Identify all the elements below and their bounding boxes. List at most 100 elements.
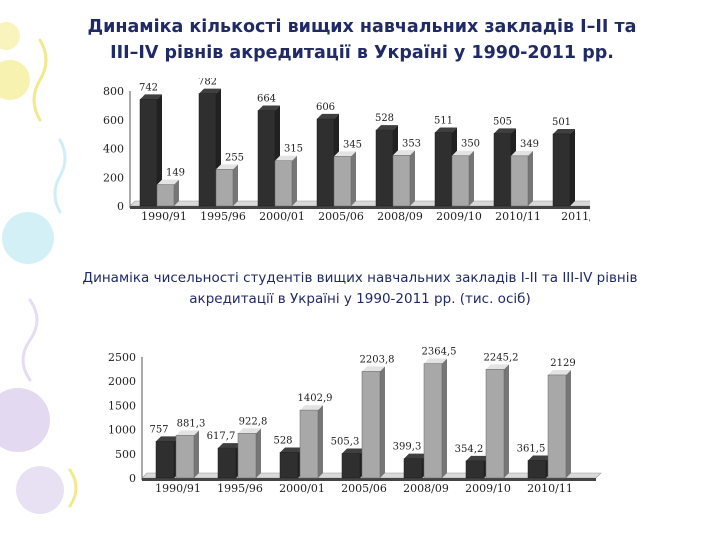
- x-tick-label: 2009/10: [436, 210, 482, 223]
- x-tick-label: 2000/01: [279, 482, 325, 495]
- bar-top-s2-6: [548, 369, 571, 375]
- bar-s1-1: [217, 447, 237, 479]
- x-tick-label: 1990/91: [141, 210, 187, 223]
- bar-top-s2-1: [216, 164, 238, 170]
- bar-top-s1-1: [218, 443, 241, 449]
- x-tick-label: 1990/91: [155, 482, 201, 495]
- x-tick-label: 1995/96: [217, 482, 263, 495]
- bar-side-s2-2: [292, 155, 297, 206]
- y-tick-label: 500: [115, 448, 136, 461]
- bar-s1-3: [316, 118, 335, 207]
- bar-side-s2-1: [256, 428, 261, 478]
- bar-side-s2-4: [410, 150, 415, 206]
- data-label-s2-2: 315: [284, 144, 303, 155]
- data-label-s2-2: 1402,9: [298, 393, 333, 404]
- slide-title-line-2: ІІІ–IV рівнів акредитації в Україні у 19…: [110, 43, 614, 63]
- x-tick-label: 2005/06: [318, 210, 364, 223]
- bar-top-s2-5: [486, 364, 509, 370]
- bar-top-s1-0: [156, 436, 179, 442]
- bar-top-s2-3: [334, 151, 356, 157]
- y-tick-label: 600: [103, 114, 124, 127]
- bar-top-s1-4: [404, 453, 427, 459]
- bar-s1-3: [341, 453, 361, 479]
- data-label-s2-5: 2245,2: [484, 352, 519, 363]
- bar-side-s2-1: [233, 164, 238, 206]
- data-label-s2-1: 255: [225, 152, 244, 163]
- bar-s2-0: [156, 184, 175, 207]
- data-label-s1-6: 361,5: [517, 444, 546, 455]
- bar-s1-2: [279, 452, 299, 479]
- data-label-s2-0: 149: [166, 168, 185, 179]
- bar-top-s1-5: [435, 127, 457, 133]
- bar-s2-1: [237, 433, 257, 479]
- data-label-s2-6: 349: [520, 139, 539, 150]
- bar-top-s2-4: [424, 358, 447, 364]
- y-tick-label: 800: [103, 85, 124, 98]
- bar-s2-4: [423, 363, 443, 479]
- x-tick-label: 1995/96: [200, 210, 246, 223]
- bar-s1-6: [527, 460, 547, 479]
- data-label-s2-3: 345: [343, 139, 362, 150]
- x-tick-label: 2008/09: [377, 210, 423, 223]
- data-label-s2-3: 2203,8: [360, 354, 395, 365]
- data-label-s1-3: 606: [316, 102, 335, 113]
- x-tick-label: 2000/01: [259, 210, 305, 223]
- bar-s1-2: [257, 110, 276, 207]
- bar-top-s1-2: [258, 105, 280, 111]
- bar-top-s1-1: [199, 88, 221, 94]
- bar-s2-6: [510, 155, 529, 207]
- data-label-s1-0: 757: [149, 424, 168, 435]
- data-label-s2-6: 2129: [550, 358, 575, 369]
- y-tick-label: 1500: [108, 399, 136, 412]
- students-chart-title: Динаміка чисельності студентів вищих нав…: [82, 270, 638, 307]
- bar-s1-4: [375, 129, 394, 207]
- x-tick-label: 2005/06: [341, 482, 387, 495]
- bar-side-s2-5: [504, 364, 509, 478]
- x-tick-label: 2008/09: [403, 482, 449, 495]
- institutions-bar-chart: 0 200 400 600 800 742 149 1990/91 782 255 1995/96 6…: [103, 78, 590, 223]
- bar-side-s1-0: [157, 94, 162, 206]
- bar-s1-7: [552, 133, 571, 207]
- bar-top-s1-4: [376, 125, 398, 131]
- data-label-s1-1: 617,7: [207, 431, 236, 442]
- data-label-s1-6: 505: [493, 116, 512, 127]
- data-label-s2-5: 350: [461, 139, 480, 150]
- bar-s2-1: [215, 169, 234, 207]
- bar-side-s2-6: [528, 150, 533, 206]
- bar-top-s1-5: [466, 455, 489, 461]
- data-label-s2-1: 922,8: [239, 416, 268, 427]
- x-tick-label: 2010/11: [527, 482, 573, 495]
- x-axis-base: [142, 478, 596, 481]
- bar-side-s2-0: [174, 179, 179, 206]
- bar-side-s2-3: [380, 366, 385, 478]
- bar-s2-4: [392, 155, 411, 207]
- bar-top-s2-0: [157, 179, 179, 185]
- data-label-s2-4: 353: [402, 138, 421, 149]
- data-label-s1-7: 501: [552, 117, 571, 128]
- students-bar-chart: 0 500 1000 1500 2000 2500 757 881,3 1990/91 617,7…: [108, 347, 602, 495]
- bar-top-s1-6: [528, 455, 551, 461]
- x-tick-label: 2009/10: [465, 482, 511, 495]
- data-label-s1-4: 528: [375, 113, 394, 124]
- x-axis-base: [130, 206, 590, 209]
- y-tick-label: 2500: [108, 351, 136, 364]
- slide-title: Динаміка кількості вищих навчальних закл…: [22, 14, 702, 66]
- x-tick-label: 2010/11: [495, 210, 541, 223]
- bar-side-s2-5: [469, 150, 474, 206]
- data-label-s1-5: 511: [434, 116, 453, 127]
- data-label-s2-0: 881,3: [177, 418, 206, 429]
- x-tick-label: 2011/: [561, 210, 590, 223]
- bar-side-s2-2: [318, 405, 323, 478]
- bar-s2-5: [451, 155, 470, 207]
- bar-s1-5: [465, 460, 485, 479]
- data-label-s1-1: 782: [198, 78, 217, 88]
- bar-top-s2-5: [452, 150, 474, 156]
- y-tick-label: 1000: [108, 424, 136, 437]
- data-label-s1-3: 505,3: [331, 437, 360, 448]
- bar-s2-3: [333, 156, 352, 207]
- bar-side-s1-7: [570, 128, 575, 206]
- bar-top-s2-6: [511, 150, 533, 156]
- y-tick-label: 0: [129, 472, 136, 485]
- bar-side-s2-0: [194, 430, 199, 478]
- data-label-s1-5: 354,2: [455, 444, 484, 455]
